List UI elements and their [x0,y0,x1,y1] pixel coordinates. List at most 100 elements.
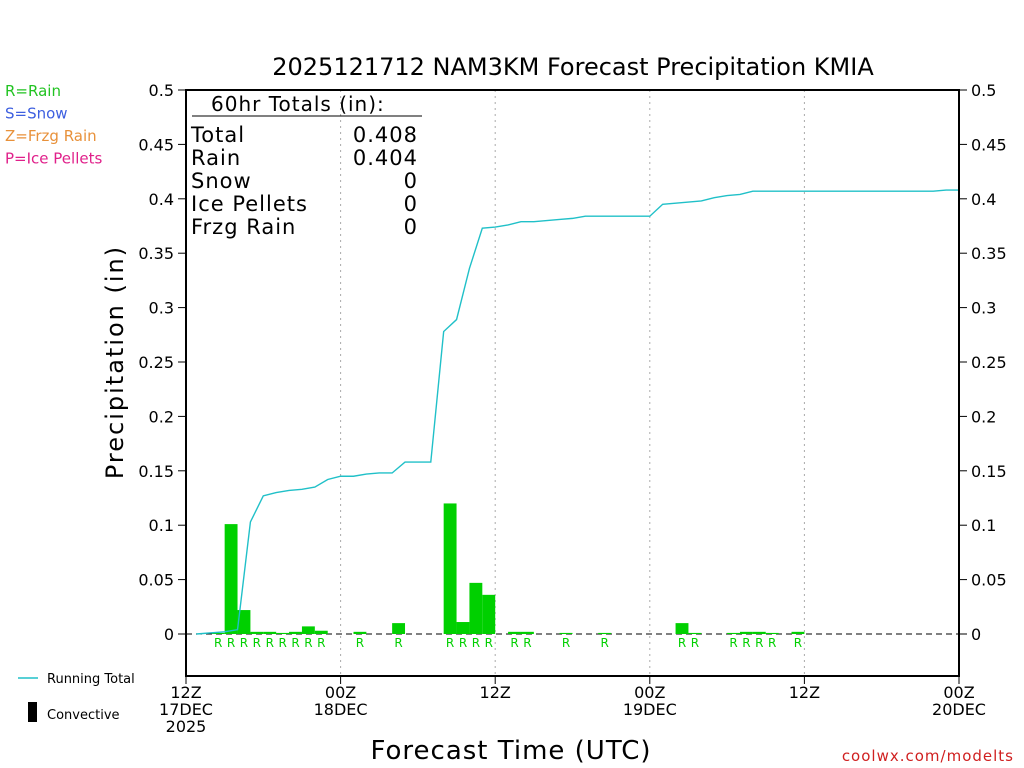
ptype-marker: R [214,636,222,650]
totals-label: Frzg Rain [191,215,296,239]
y-tick-label-right: 0.3 [971,299,996,318]
precip-bar [456,622,470,634]
series-legend: Running Total Convective [18,672,135,723]
y-tick-label-right: 0 [971,625,981,644]
y-tick-label-right: 0.2 [971,407,996,426]
precip-bar [688,632,702,634]
ptype-marker: R [266,636,274,650]
precip-bar [301,626,315,634]
ptype-marker: R [678,636,686,650]
ptype-marker: R [304,636,312,650]
ptype-marker: R [755,636,763,650]
precip-bar [289,631,302,634]
y-tick-label-left: 0.3 [149,299,174,318]
ptype-marker: R [459,636,467,650]
x-tick-label: 00Z [325,683,356,702]
ptype-marker: R [729,636,737,650]
ptype-marker: R [768,636,776,650]
x-tick-label: 00Z [943,683,974,702]
totals-label: Rain [191,146,241,170]
y-tick-label-right: 0.05 [971,571,1007,590]
ptype-marker: R [485,636,493,650]
totals-value: 0.404 [353,146,418,170]
x-tick-label: 20DEC [932,700,986,719]
ptype-marker: R [794,636,802,650]
precip-bar [224,524,238,634]
source-credit: coolwx.com/modelts [842,747,1014,765]
chart-title: 2025121712 NAM3KM Forecast Precipitation… [272,53,874,81]
precip-bar [791,631,805,634]
y-tick-label-left: 0.15 [138,462,174,481]
ptype-legend-item: R=Rain [5,82,61,100]
ptype-marker: R [227,636,235,650]
ptype-marker: R [253,636,261,650]
convective-legend-label: Convective [47,708,120,723]
precip-bar [765,632,779,634]
totals-value: 0 [404,215,418,239]
ptype-marker: R [446,636,454,650]
totals-value: 0.408 [353,123,418,147]
ptype-legend-item: P=Ice Pellets [5,150,102,168]
precip-bar [392,623,406,634]
running-total-line [196,189,959,635]
ptype-marker: R [356,636,364,650]
ptype-marker: R [278,636,286,650]
ptype-legend-item: Z=Frzg Rain [5,127,97,145]
x-tick-label: 12Z [170,683,201,702]
y-tick-label-right: 0.35 [971,244,1007,263]
y-tick-label-right: 0.25 [971,353,1007,372]
x-tick-label: 12Z [789,683,820,702]
precip-bar [508,631,521,634]
precip-bar [520,631,534,634]
totals-label: Snow [191,169,252,193]
ptype-marker: R [601,636,609,650]
hourly-bars [211,503,805,634]
ptype-marker: R [562,636,570,650]
precip-bar [276,632,290,634]
ptype-marker: R [240,636,248,650]
precip-bar [237,610,251,634]
ptype-marker: R [291,636,299,650]
precip-bar [314,630,328,634]
y-tick-label-left: 0.45 [138,135,174,154]
convective-legend-swatch [28,702,37,722]
y-tick-label-right: 0.1 [971,516,996,535]
ptype-marker: R [742,636,750,650]
precip-bar [559,632,573,634]
y-tick-label-left: 0.1 [149,516,174,535]
totals-heading: 60hr Totals (in): [211,92,385,116]
precip-bar [353,631,367,634]
y-axis-label: Precipitation (in) [101,245,129,479]
totals-box: 60hr Totals (in): Total 0.408 Rain 0.404 Sno… [190,92,422,239]
precip-bar [675,623,689,634]
x-tick-label: 12Z [480,683,511,702]
precip-bar [598,632,612,634]
ptype-marker: R [691,636,699,650]
running-total-legend-label: Running Total [47,672,135,687]
precip-bar [739,631,753,634]
ptype-marker: R [523,636,531,650]
y-tick-label-left: 0.25 [138,353,174,372]
y-tick-label-left: 0.4 [149,190,174,209]
y-tick-label-right: 0.15 [971,462,1007,481]
totals-value: 0 [404,192,418,216]
x-tick-label: 19DEC [623,700,677,719]
y-tick-label-left: 0.2 [149,407,174,426]
precip-bar [443,503,457,634]
precip-bar [469,582,483,634]
precip-bar [482,594,496,634]
y-tick-label-left: 0.5 [149,81,174,100]
x-tick-label: 17DEC [159,700,213,719]
ptype-legend-item: S=Snow [5,105,68,123]
ptype-marker: R [317,636,325,650]
ptype-marker: R [472,636,480,650]
y-tick-label-left: 0 [164,625,174,644]
ptype-marker: R [394,636,402,650]
totals-label: Total [190,123,245,147]
precip-bar [752,631,766,634]
x-tick-label: 00Z [634,683,665,702]
x-tick-label: 18DEC [314,700,368,719]
gridlines [340,90,805,676]
